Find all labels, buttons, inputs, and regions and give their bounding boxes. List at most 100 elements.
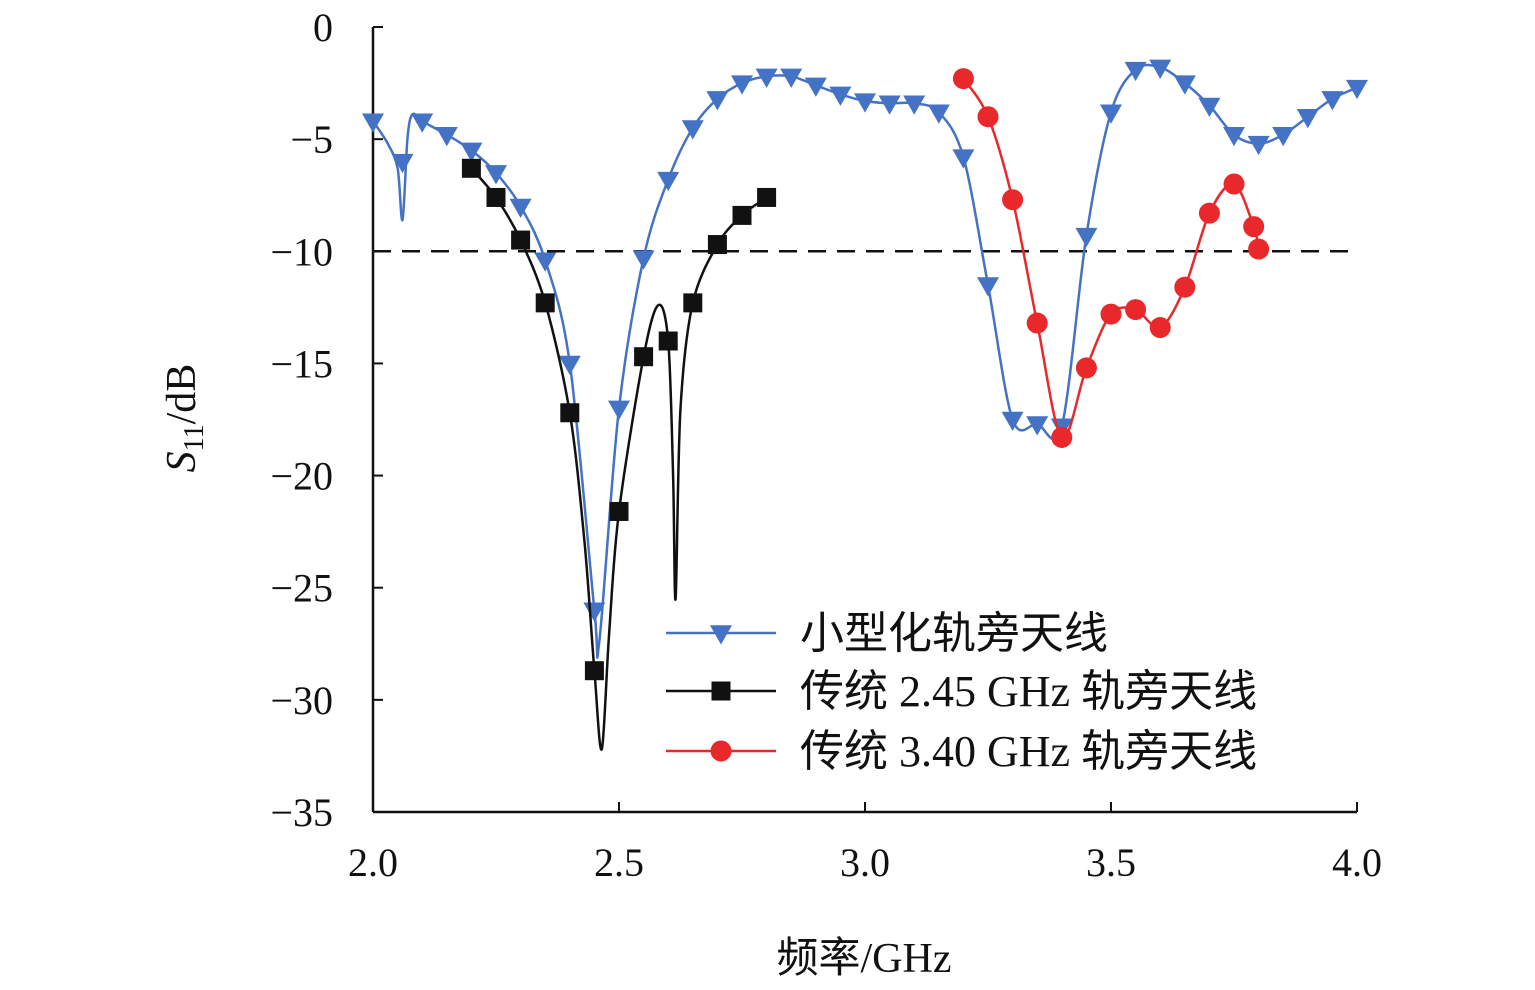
data-point-miniaturized [362, 113, 384, 133]
data-point-miniaturized [1272, 126, 1295, 147]
x-tick-label: 3.0 [840, 840, 890, 885]
data-point-miniaturized [731, 75, 753, 95]
series-traditional-2p45 [461, 158, 777, 751]
legend-label-miniaturized: 小型化轨旁天线 [800, 609, 1108, 658]
x-tick-label: 2.5 [594, 840, 644, 885]
x-tick-label: 2.0 [348, 840, 398, 885]
y-tick-label: −30 [270, 678, 333, 723]
data-point-miniaturized [460, 142, 483, 162]
data-point-miniaturized [558, 355, 581, 375]
legend-label-traditional-3p40: 传统 3.40 GHz 轨旁天线 [800, 727, 1257, 776]
data-point-miniaturized [1296, 109, 1319, 129]
data-point-miniaturized [509, 198, 532, 218]
data-point-traditional-2p45 [707, 235, 727, 255]
legend-label-traditional-2p45: 传统 2.45 GHz 轨旁天线 [800, 667, 1257, 716]
data-point-miniaturized [657, 171, 680, 192]
data-point-traditional-2p45 [634, 347, 654, 367]
data-point-traditional-3p40 [977, 106, 999, 128]
data-point-traditional-3p40 [1100, 303, 1122, 325]
y-tick-label: −15 [270, 341, 333, 386]
data-point-traditional-3p40 [1248, 238, 1270, 260]
data-point-miniaturized [485, 165, 507, 185]
data-point-miniaturized [1321, 91, 1344, 111]
data-point-miniaturized [780, 68, 803, 88]
data-point-traditional-3p40 [1223, 173, 1245, 195]
data-point-miniaturized [1001, 411, 1024, 432]
data-point-traditional-3p40 [1002, 189, 1024, 211]
data-point-traditional-3p40 [1198, 202, 1220, 224]
data-point-traditional-2p45 [609, 501, 629, 521]
y-tick-label: −35 [270, 790, 333, 835]
data-point-miniaturized [608, 400, 630, 420]
x-tick-label: 4.0 [1332, 840, 1382, 885]
data-point-miniaturized [878, 95, 901, 115]
data-point-traditional-2p45 [584, 661, 604, 681]
series-line-miniaturized [371, 63, 1358, 659]
data-point-traditional-2p45 [757, 187, 777, 207]
legend-marker-traditional-3p40 [710, 740, 732, 762]
data-point-miniaturized [411, 113, 434, 133]
data-point-miniaturized [829, 86, 852, 106]
data-point-miniaturized [854, 93, 876, 113]
x-tick-label: 3.5 [1086, 840, 1136, 885]
y-axis-title-main: S [159, 451, 205, 472]
data-point-miniaturized [681, 120, 704, 140]
series-traditional-3p40 [952, 68, 1270, 448]
data-point-miniaturized [903, 95, 926, 115]
y-tick-label: −20 [270, 454, 333, 499]
data-point-traditional-2p45 [732, 205, 752, 225]
data-point-traditional-2p45 [683, 293, 703, 313]
series-line-traditional-3p40 [962, 77, 1260, 439]
legend-marker-miniaturized [710, 625, 732, 645]
data-point-miniaturized [1223, 126, 1245, 147]
data-point-miniaturized [1026, 416, 1049, 436]
data-point-traditional-3p40 [1075, 357, 1097, 379]
x-axis-title: 频率/GHz [777, 935, 952, 982]
data-point-traditional-3p40 [1174, 276, 1196, 298]
legend-marker-traditional-2p45 [711, 681, 731, 701]
data-point-traditional-2p45 [486, 187, 506, 207]
data-point-traditional-2p45 [560, 403, 580, 423]
data-point-miniaturized [952, 149, 975, 169]
data-point-miniaturized [1247, 135, 1270, 156]
data-point-miniaturized [391, 153, 414, 174]
series-layer [362, 59, 1368, 751]
y-axis-title: S11/dB [159, 364, 210, 473]
data-point-traditional-3p40 [1051, 426, 1073, 448]
y-axis-title-sub: 11 [179, 424, 210, 451]
axes: 0 −5 −10 −15 −20 −25 −30 −35 2.0 2.5 3.0 3.5 4.0 [270, 5, 1382, 885]
data-point-traditional-3p40 [952, 68, 974, 90]
data-point-traditional-2p45 [461, 158, 481, 178]
data-point-miniaturized [1075, 227, 1098, 248]
y-tick-label: 0 [313, 5, 333, 50]
data-point-traditional-2p45 [535, 293, 555, 313]
data-point-miniaturized [1124, 61, 1147, 82]
y-tick-label: −25 [270, 566, 333, 611]
data-point-traditional-2p45 [511, 230, 531, 250]
y-axis-title-rest: /dB [159, 364, 205, 425]
series-miniaturized [362, 59, 1368, 659]
data-point-traditional-2p45 [658, 331, 678, 351]
data-point-miniaturized [977, 277, 999, 297]
data-point-miniaturized [1198, 97, 1221, 118]
data-point-traditional-3p40 [1149, 317, 1171, 339]
data-point-miniaturized [706, 91, 729, 111]
data-point-miniaturized [1346, 79, 1368, 100]
y-tick-label: −5 [290, 117, 333, 162]
data-point-miniaturized [927, 104, 950, 124]
data-point-miniaturized [632, 250, 655, 270]
y-tick-label: −10 [270, 229, 333, 274]
data-point-traditional-3p40 [1125, 299, 1147, 321]
data-point-miniaturized [1100, 104, 1122, 124]
series-line-traditional-2p45 [470, 167, 768, 751]
data-point-miniaturized [534, 252, 557, 272]
data-point-miniaturized [755, 68, 778, 88]
data-point-traditional-3p40 [1243, 216, 1265, 238]
data-point-miniaturized [1173, 75, 1196, 95]
data-point-miniaturized [804, 77, 827, 97]
data-point-miniaturized [1149, 59, 1172, 79]
data-point-traditional-3p40 [1026, 312, 1048, 334]
data-point-miniaturized [435, 126, 458, 147]
